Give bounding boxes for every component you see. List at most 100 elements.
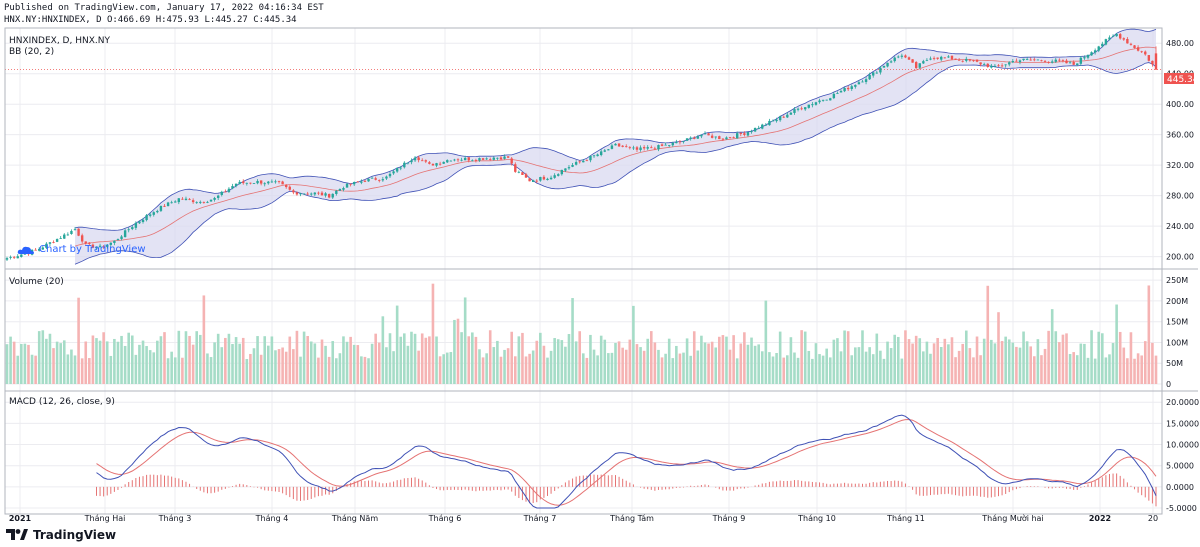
time-axis-tick: Tháng 10 bbox=[797, 514, 836, 523]
volume-bar bbox=[642, 350, 646, 384]
candle-body bbox=[868, 74, 871, 80]
volume-bar bbox=[66, 354, 70, 384]
candle-body bbox=[335, 190, 338, 194]
volume-bar bbox=[646, 338, 650, 384]
candle-body bbox=[238, 181, 241, 185]
volume-bar bbox=[317, 357, 320, 384]
volume-bar bbox=[70, 349, 73, 384]
volume-bar bbox=[721, 335, 725, 384]
volume-bar bbox=[1022, 331, 1025, 384]
candle-body bbox=[1043, 61, 1047, 63]
volume-bar bbox=[929, 353, 932, 384]
candle-body bbox=[442, 161, 445, 164]
volume-bar bbox=[442, 354, 445, 384]
candle-body bbox=[34, 249, 37, 251]
candle-body bbox=[274, 181, 277, 183]
candle-body bbox=[789, 112, 793, 115]
candle-body bbox=[1093, 50, 1097, 53]
bollinger-fill bbox=[75, 29, 1156, 265]
candle-body bbox=[918, 63, 921, 68]
volume-bar bbox=[23, 343, 27, 384]
volume-bar bbox=[428, 336, 431, 384]
volume-bar bbox=[821, 355, 825, 384]
volume-bar bbox=[1036, 339, 1040, 384]
volume-bar bbox=[256, 336, 259, 384]
candle-body bbox=[1015, 60, 1018, 62]
volume-bar bbox=[91, 335, 95, 384]
volume-bar bbox=[1011, 342, 1015, 384]
candle-body bbox=[481, 158, 485, 160]
footer-brand[interactable]: TradingView bbox=[6, 528, 116, 542]
candle-body bbox=[413, 157, 417, 161]
candle-body bbox=[199, 201, 202, 203]
volume-bar bbox=[1025, 341, 1029, 384]
volume-bar bbox=[309, 341, 313, 384]
volume-bar bbox=[284, 351, 288, 384]
candle-body bbox=[106, 244, 109, 247]
tradingview-logo-icon bbox=[6, 529, 28, 540]
candle-body bbox=[900, 55, 904, 57]
volume-bar bbox=[904, 330, 907, 384]
candle-body bbox=[281, 181, 284, 185]
candle-body bbox=[907, 57, 911, 60]
volume-bar bbox=[936, 337, 939, 384]
candle-body bbox=[478, 158, 481, 161]
volume-bar bbox=[1093, 358, 1097, 384]
volume-bar bbox=[592, 349, 596, 384]
price-axis-tick: 360.00 bbox=[1166, 131, 1194, 140]
volume-bar bbox=[1050, 309, 1054, 384]
candle-body bbox=[163, 205, 166, 207]
volume-bar bbox=[664, 353, 667, 384]
volume-bar bbox=[868, 347, 871, 384]
candle-body bbox=[184, 198, 188, 201]
time-axis-tick: Tháng Tám bbox=[609, 514, 654, 523]
time-axis-tick: Tháng 11 bbox=[886, 514, 925, 523]
volume-bar bbox=[614, 342, 617, 384]
volume-bar bbox=[567, 334, 571, 384]
time-axis-tick: Tháng 9 bbox=[712, 514, 746, 523]
candle-body bbox=[1122, 38, 1125, 40]
candle-body bbox=[1065, 60, 1068, 64]
candle-body bbox=[331, 193, 334, 198]
volume-bar bbox=[1065, 333, 1068, 384]
volume-bar bbox=[710, 341, 714, 384]
candle-body bbox=[188, 198, 191, 200]
volume-bar bbox=[335, 358, 338, 384]
candle-body bbox=[489, 159, 492, 160]
candle-body bbox=[775, 119, 778, 122]
candle-body bbox=[671, 142, 674, 146]
volume-bar bbox=[750, 337, 753, 384]
volume-bar bbox=[768, 352, 771, 384]
candle-body bbox=[259, 180, 263, 184]
candle-body bbox=[524, 174, 528, 178]
volume-bar bbox=[521, 332, 524, 384]
volume-bar bbox=[30, 354, 34, 384]
candle-body bbox=[614, 143, 617, 146]
volume-bar bbox=[549, 350, 553, 384]
volume-bar bbox=[700, 335, 703, 384]
candle-body bbox=[725, 137, 728, 140]
candle-body bbox=[703, 133, 707, 135]
candle-body bbox=[446, 160, 449, 163]
volume-bar bbox=[295, 330, 299, 384]
volume-bar bbox=[617, 341, 621, 384]
volume-bar bbox=[9, 336, 12, 384]
volume-bar bbox=[757, 344, 760, 384]
candle-body bbox=[965, 58, 968, 61]
candle-body bbox=[1004, 64, 1007, 66]
volume-bar bbox=[270, 336, 274, 384]
candle-body bbox=[27, 253, 30, 255]
volume-bar bbox=[12, 341, 16, 384]
tradingview-watermark[interactable]: Chart by TradingView bbox=[17, 244, 146, 255]
candle-body bbox=[771, 120, 775, 122]
volume-bar bbox=[98, 340, 102, 384]
volume-bar bbox=[1032, 356, 1036, 384]
volume-bar bbox=[302, 331, 306, 384]
volume-bar bbox=[88, 358, 91, 384]
candle-body bbox=[410, 160, 413, 163]
volume-bar bbox=[939, 346, 943, 384]
candle-body bbox=[138, 221, 141, 224]
volume-bar bbox=[41, 330, 45, 384]
macd-axis-tick: 15.0000 bbox=[1166, 419, 1199, 428]
candle-body bbox=[599, 151, 603, 156]
